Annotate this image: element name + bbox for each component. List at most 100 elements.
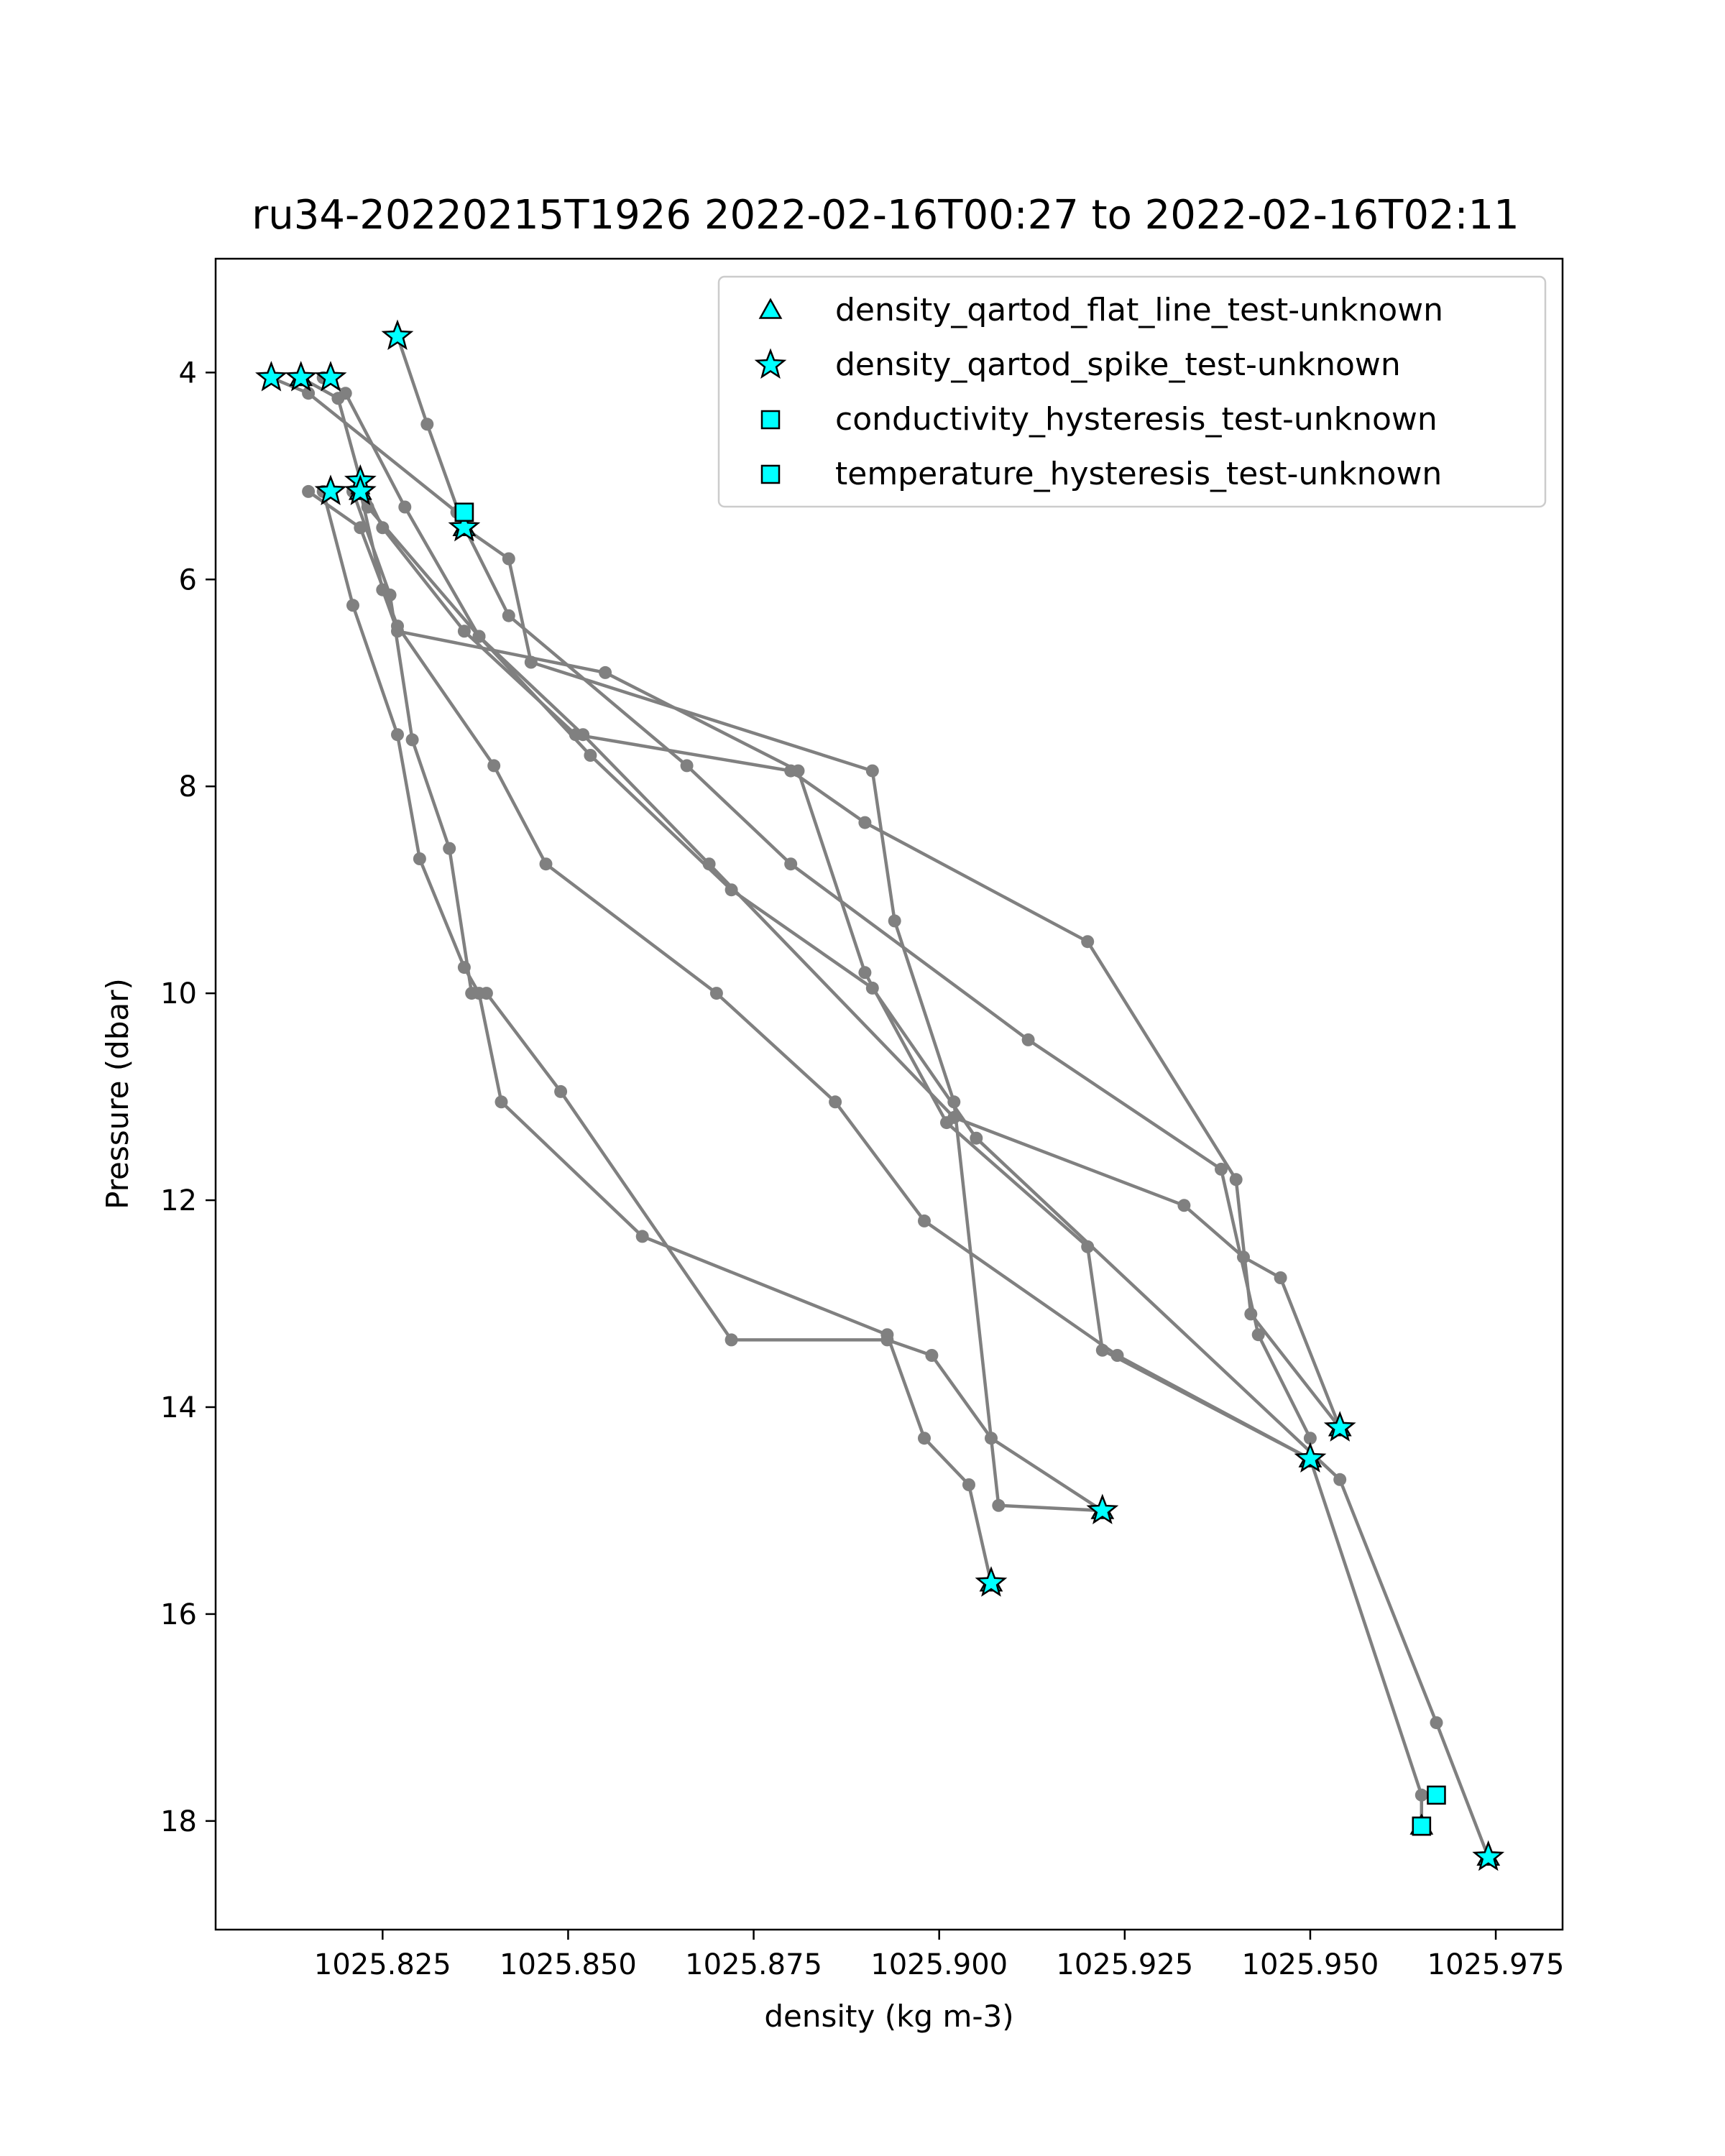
profile-point	[865, 981, 879, 995]
profile-point	[494, 1095, 508, 1109]
profile-point	[502, 609, 515, 622]
profile-point	[918, 1432, 931, 1445]
y-tick-label: 12	[160, 1184, 197, 1217]
profile-point	[784, 857, 798, 871]
profile-point	[1251, 1328, 1265, 1342]
profile-point	[829, 1095, 842, 1109]
profile-point	[1177, 1199, 1191, 1212]
profile-7	[302, 484, 1428, 1833]
profile-point	[880, 1333, 894, 1347]
profile-point	[465, 987, 479, 1000]
square-flag-marker	[454, 502, 474, 522]
legend-entry: conductivity_hysteresis_test-unknown	[760, 401, 1438, 438]
profile-line	[321, 491, 993, 1584]
profile-point	[554, 1084, 568, 1098]
profile-point	[1274, 1271, 1287, 1284]
x-tick-label: 1025.850	[500, 1948, 637, 1981]
axis-ticks: 1025.825 1025.850 1025.875 1025.900 1025.925…	[160, 356, 1564, 1981]
profile-line	[270, 376, 1312, 1439]
profile-point	[970, 1131, 983, 1145]
profile-point	[302, 484, 316, 498]
profile-point	[398, 500, 412, 514]
legend-label: temperature_hysteresis_test-unknown	[835, 456, 1442, 492]
profile-point	[1081, 935, 1095, 949]
profile-line	[359, 480, 1341, 1429]
y-tick-label: 16	[160, 1598, 197, 1631]
flag-series-1	[289, 364, 1501, 1866]
flag-series-3	[454, 502, 1446, 1836]
profile-point	[1237, 1250, 1250, 1264]
legend-label: conductivity_hysteresis_test-unknown	[835, 401, 1438, 438]
legend-entry: temperature_hysteresis_test-unknown	[760, 456, 1442, 492]
legend-label: density_qartod_spike_test-unknown	[835, 346, 1401, 383]
profile-point	[413, 852, 426, 865]
star-flag-marker	[255, 361, 288, 392]
profile-point	[888, 914, 901, 928]
profile-point	[302, 387, 316, 400]
legend-square-marker	[760, 410, 781, 430]
profile-point	[1081, 1240, 1095, 1253]
x-tick-label: 1025.900	[870, 1948, 1008, 1981]
star-flag-marker	[1323, 1411, 1356, 1442]
x-tick-label: 1025.875	[685, 1948, 822, 1981]
profile-point	[635, 1230, 649, 1243]
x-axis-label: density (kg m-3)	[764, 1999, 1013, 2034]
profile-point	[1229, 1173, 1243, 1187]
star-flag-marker	[381, 319, 414, 351]
profile-point	[1021, 1033, 1035, 1046]
profile-point	[331, 392, 345, 405]
legend-entry: density_qartod_flat_line_test-unknown	[758, 292, 1443, 328]
profile-3	[354, 484, 1317, 1465]
profile-point	[1215, 1162, 1228, 1176]
profile-point	[502, 552, 515, 566]
legend: density_qartod_flat_line_test-unknownden…	[717, 275, 1547, 508]
profile-point	[985, 1432, 998, 1445]
star-flag-marker	[1086, 1493, 1119, 1524]
profile-point	[925, 1349, 939, 1362]
profile-point	[1333, 1473, 1347, 1486]
square-flag-marker	[1412, 1816, 1432, 1836]
profile-point	[858, 966, 872, 980]
profile-line	[351, 491, 1104, 1512]
profile-point	[947, 1110, 961, 1124]
plot-area	[255, 319, 1505, 1871]
y-tick-label: 4	[179, 356, 197, 390]
star-flag-marker	[1294, 1442, 1327, 1473]
profile-point	[1303, 1432, 1317, 1445]
profile-point	[680, 759, 694, 773]
profile-line	[395, 336, 1103, 1513]
x-tick-label: 1025.975	[1427, 1948, 1565, 1981]
x-tick-label: 1025.825	[314, 1948, 451, 1981]
legend-triangle-marker	[758, 298, 783, 319]
profile-point	[479, 987, 493, 1000]
y-tick-label: 18	[160, 1805, 197, 1838]
profile-point	[487, 759, 501, 773]
profile-point	[724, 883, 738, 897]
flag-series-2	[255, 319, 1505, 1871]
star-flag-marker	[314, 474, 347, 505]
profile-point	[346, 599, 359, 612]
chart-title: ru34-20220215T1926 2022-02-16T00:27 to 2…	[252, 192, 1519, 239]
square-flag-marker	[1427, 1785, 1446, 1805]
star-flag-marker	[1472, 1840, 1505, 1871]
profile-point	[1430, 1716, 1443, 1730]
profile-point	[383, 588, 397, 602]
profile-point	[962, 1478, 975, 1491]
y-axis-label: Pressure (dbar)	[100, 978, 135, 1210]
profile-9	[346, 484, 1109, 1517]
profile-point	[539, 857, 553, 871]
profile-point	[584, 749, 597, 762]
star-flag-marker	[314, 361, 347, 392]
profile-point	[472, 630, 486, 643]
profile-8	[316, 484, 998, 1590]
x-tick-label: 1025.925	[1056, 1948, 1193, 1981]
star-flag-marker	[975, 1566, 1008, 1597]
profile-line	[307, 490, 1424, 1826]
profile-point	[992, 1498, 1006, 1512]
legend-entry: density_qartod_spike_test-unknown	[754, 346, 1401, 383]
y-tick-label: 14	[160, 1391, 197, 1424]
y-tick-label: 6	[179, 563, 197, 596]
profile-point	[858, 816, 872, 829]
